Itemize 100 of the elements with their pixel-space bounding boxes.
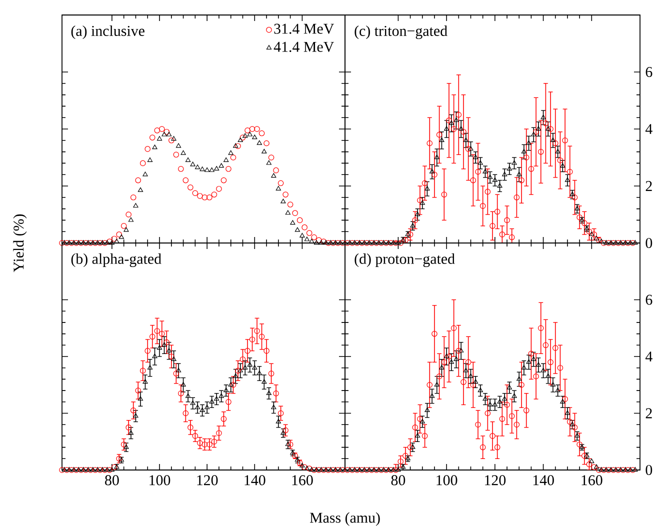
point	[332, 240, 338, 245]
point	[615, 240, 622, 246]
point	[64, 240, 70, 246]
point	[59, 240, 65, 246]
point	[368, 240, 375, 246]
point	[185, 157, 191, 162]
point	[68, 240, 74, 246]
point	[216, 186, 222, 192]
point	[516, 376, 522, 381]
point	[66, 467, 72, 472]
point	[600, 240, 607, 246]
point	[564, 410, 570, 415]
point	[381, 240, 386, 245]
point	[512, 393, 517, 398]
point	[268, 370, 274, 376]
point	[242, 364, 248, 370]
point	[100, 467, 105, 472]
point	[362, 240, 367, 245]
point	[328, 240, 334, 245]
point	[254, 126, 260, 132]
x-tick-label: 80	[105, 475, 119, 486]
point	[632, 467, 638, 472]
point	[106, 467, 112, 473]
point	[381, 467, 386, 472]
point	[504, 217, 510, 224]
point	[97, 240, 103, 246]
point	[80, 467, 86, 472]
point	[197, 193, 203, 199]
point	[152, 354, 158, 358]
point	[383, 467, 390, 473]
point	[560, 399, 566, 404]
point	[220, 177, 227, 184]
point	[622, 467, 628, 472]
point	[266, 160, 272, 165]
point	[92, 467, 98, 473]
point	[309, 467, 314, 472]
x-tick-label: 80	[391, 475, 406, 486]
point	[82, 467, 89, 473]
point	[188, 184, 194, 190]
point	[366, 467, 372, 472]
point	[90, 240, 96, 245]
point	[258, 334, 265, 340]
point	[290, 220, 296, 225]
point	[182, 177, 189, 184]
point	[356, 240, 362, 245]
point	[330, 240, 336, 246]
point	[130, 194, 136, 200]
point	[388, 467, 394, 473]
point	[226, 166, 232, 172]
point	[202, 194, 208, 200]
point	[396, 467, 401, 472]
y-tick-label: 0	[646, 464, 652, 476]
point	[306, 466, 312, 472]
point	[354, 240, 360, 246]
point	[488, 402, 493, 406]
point	[620, 467, 626, 473]
point	[359, 240, 365, 246]
point	[340, 467, 346, 473]
point	[262, 379, 267, 384]
point	[610, 467, 616, 473]
point	[173, 152, 180, 158]
point	[206, 442, 212, 448]
point	[344, 240, 350, 246]
point	[604, 467, 609, 472]
point	[68, 467, 74, 473]
point	[473, 379, 478, 384]
point	[76, 467, 82, 472]
point	[492, 402, 498, 406]
point	[104, 240, 110, 245]
text: (c) triton−gated	[354, 25, 448, 40]
point	[147, 157, 153, 162]
point	[206, 194, 212, 200]
point	[209, 399, 214, 404]
point	[508, 234, 515, 240]
point	[376, 240, 382, 245]
point	[596, 467, 602, 473]
point	[164, 128, 170, 135]
point	[258, 130, 265, 136]
point	[625, 467, 631, 473]
point	[240, 134, 246, 140]
point	[439, 364, 444, 370]
point	[325, 240, 332, 246]
point	[352, 240, 358, 245]
point	[149, 334, 156, 340]
point	[128, 217, 134, 222]
point	[171, 136, 176, 141]
point	[608, 240, 614, 245]
point	[436, 132, 442, 138]
point	[600, 467, 607, 473]
point	[598, 467, 604, 472]
point	[256, 140, 262, 145]
point	[368, 467, 375, 473]
point	[426, 140, 433, 146]
point	[504, 402, 510, 408]
x-tick-label: 120	[197, 475, 218, 486]
point	[73, 467, 80, 473]
point	[378, 467, 384, 473]
point	[347, 467, 352, 472]
point	[441, 359, 448, 366]
point	[366, 240, 372, 245]
